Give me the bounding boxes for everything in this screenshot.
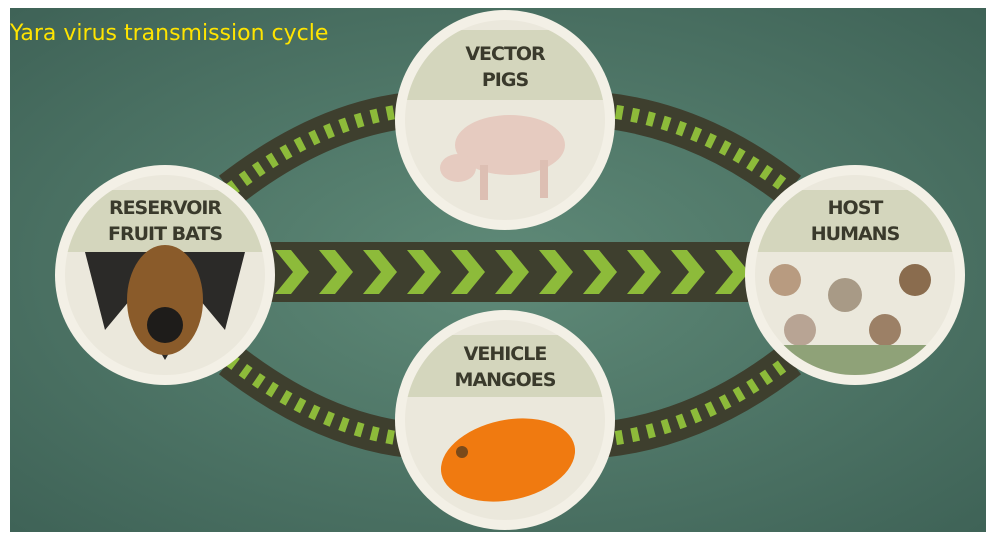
- node-role: VEHICLE: [464, 343, 547, 365]
- node-label: PIGS: [482, 69, 529, 91]
- node-role: RESERVOIR: [109, 197, 222, 219]
- node: VEHICLE MANGOES: [395, 310, 615, 530]
- node: HOST HUMANS: [745, 165, 965, 385]
- node: RESERVOIR FRUIT BATS: [55, 165, 275, 385]
- node: VECTOR PIGS: [395, 10, 615, 230]
- node-label: MANGOES: [455, 369, 556, 391]
- node-role: HOST: [828, 197, 884, 219]
- title: Yara virus transmission cycle: [9, 21, 328, 46]
- node-label: FRUIT BATS: [108, 223, 222, 245]
- diagram: RESERVOIR FRUIT BATS VECTOR PIGS HOST HU…: [0, 0, 992, 534]
- node-role: VECTOR: [465, 43, 546, 65]
- node-label: HUMANS: [811, 223, 900, 245]
